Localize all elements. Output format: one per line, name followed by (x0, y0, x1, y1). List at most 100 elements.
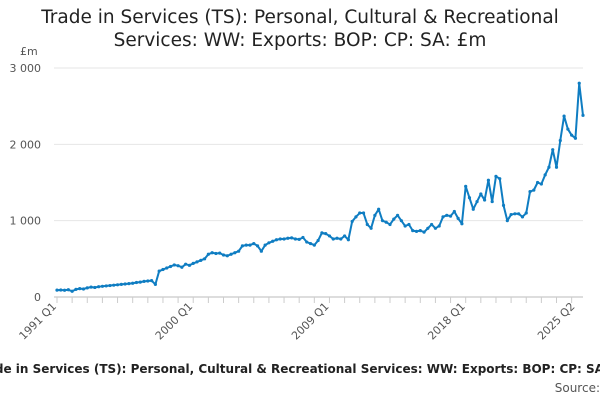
data-point (187, 263, 192, 267)
data-point (331, 237, 335, 241)
legend: Trade in Services (TS): Personal, Cultur… (0, 362, 600, 380)
data-point (112, 283, 116, 287)
data-point (142, 279, 146, 283)
y-tick-label: 2 000 (10, 138, 42, 151)
data-point (554, 165, 559, 169)
data-point (433, 226, 438, 230)
data-point (577, 81, 581, 85)
data-point (229, 252, 233, 256)
data-point (308, 241, 313, 246)
data-point (505, 219, 509, 223)
data-point (134, 280, 139, 285)
data-point (520, 215, 525, 219)
data-point (411, 228, 415, 233)
x-tick-label: 2025 Q2 (535, 300, 578, 343)
data-point (494, 174, 498, 178)
data-point (104, 284, 108, 288)
data-point (244, 243, 248, 247)
data-point (407, 222, 411, 227)
data-point (218, 251, 222, 255)
data-point (517, 212, 521, 216)
data-point (581, 113, 585, 117)
data-point (566, 127, 570, 131)
data-point (263, 243, 267, 247)
line-chart: £m 0 1 000 2 000 3 000 1991 Q1 2000 Q1 2009 Q… (10, 45, 585, 343)
data-point (388, 222, 392, 227)
source-label: Source: (554, 381, 600, 395)
data-point (573, 136, 578, 140)
data-point (528, 190, 532, 194)
data-point (547, 165, 551, 169)
data-point (418, 228, 422, 233)
data-point (271, 239, 275, 243)
data-point (278, 237, 282, 241)
data-point (233, 251, 237, 255)
data-point (191, 261, 195, 266)
data-point (464, 184, 468, 188)
data-point (267, 241, 271, 245)
data-point (206, 252, 210, 256)
data-point (55, 288, 59, 292)
data-point (324, 232, 328, 236)
data-point (221, 253, 226, 257)
data-point (399, 219, 403, 223)
y-axis: 0 1 000 2 000 3 000 (10, 62, 42, 304)
data-point (115, 283, 120, 287)
data-point (184, 262, 188, 266)
data-point (471, 207, 475, 211)
data-point (214, 251, 218, 256)
series-line (56, 82, 584, 293)
data-point (153, 282, 157, 286)
data-point (467, 196, 472, 200)
data-point (430, 222, 434, 227)
data-point (150, 278, 154, 283)
data-point (479, 192, 483, 196)
data-point (138, 280, 142, 284)
data-point (70, 289, 74, 293)
data-point (66, 288, 70, 292)
data-point (369, 226, 373, 230)
data-point (210, 251, 214, 255)
data-point (165, 266, 169, 270)
data-point (199, 258, 203, 262)
gridlines (54, 67, 583, 298)
data-point (157, 269, 161, 273)
data-point (380, 219, 385, 223)
data-point (395, 213, 400, 217)
data-point (498, 177, 502, 181)
data-point (539, 182, 543, 186)
data-point (346, 238, 350, 242)
data-point (240, 244, 245, 248)
data-point (100, 284, 105, 288)
x-tick-label: 2018 Q1 (425, 300, 468, 343)
data-point (225, 254, 229, 258)
x-tick-label: 2009 Q1 (289, 300, 332, 343)
data-point (358, 211, 362, 215)
data-point (551, 148, 555, 152)
data-point (168, 264, 173, 269)
data-point (290, 236, 294, 240)
data-point (456, 216, 460, 220)
data-point (361, 211, 366, 215)
data-point (543, 173, 547, 177)
data-point (176, 264, 180, 268)
data-point (59, 288, 63, 292)
data-point (422, 230, 426, 234)
data-point (343, 234, 347, 238)
data-point (255, 244, 260, 248)
x-tick-label: 2000 Q1 (153, 300, 196, 343)
y-tick-label: 0 (34, 291, 41, 304)
data-point (365, 222, 369, 227)
data-point (237, 249, 241, 253)
data-point (146, 279, 150, 283)
data-point (301, 235, 305, 240)
data-point (62, 288, 67, 292)
chart-title-line-1: Trade in Services (TS): Personal, Cultur… (41, 7, 559, 28)
data-point (437, 224, 441, 228)
data-point (282, 237, 286, 241)
data-point (532, 188, 536, 192)
data-point (384, 220, 388, 224)
data-point (350, 219, 354, 224)
data-point (274, 238, 279, 242)
data-point (441, 215, 445, 219)
